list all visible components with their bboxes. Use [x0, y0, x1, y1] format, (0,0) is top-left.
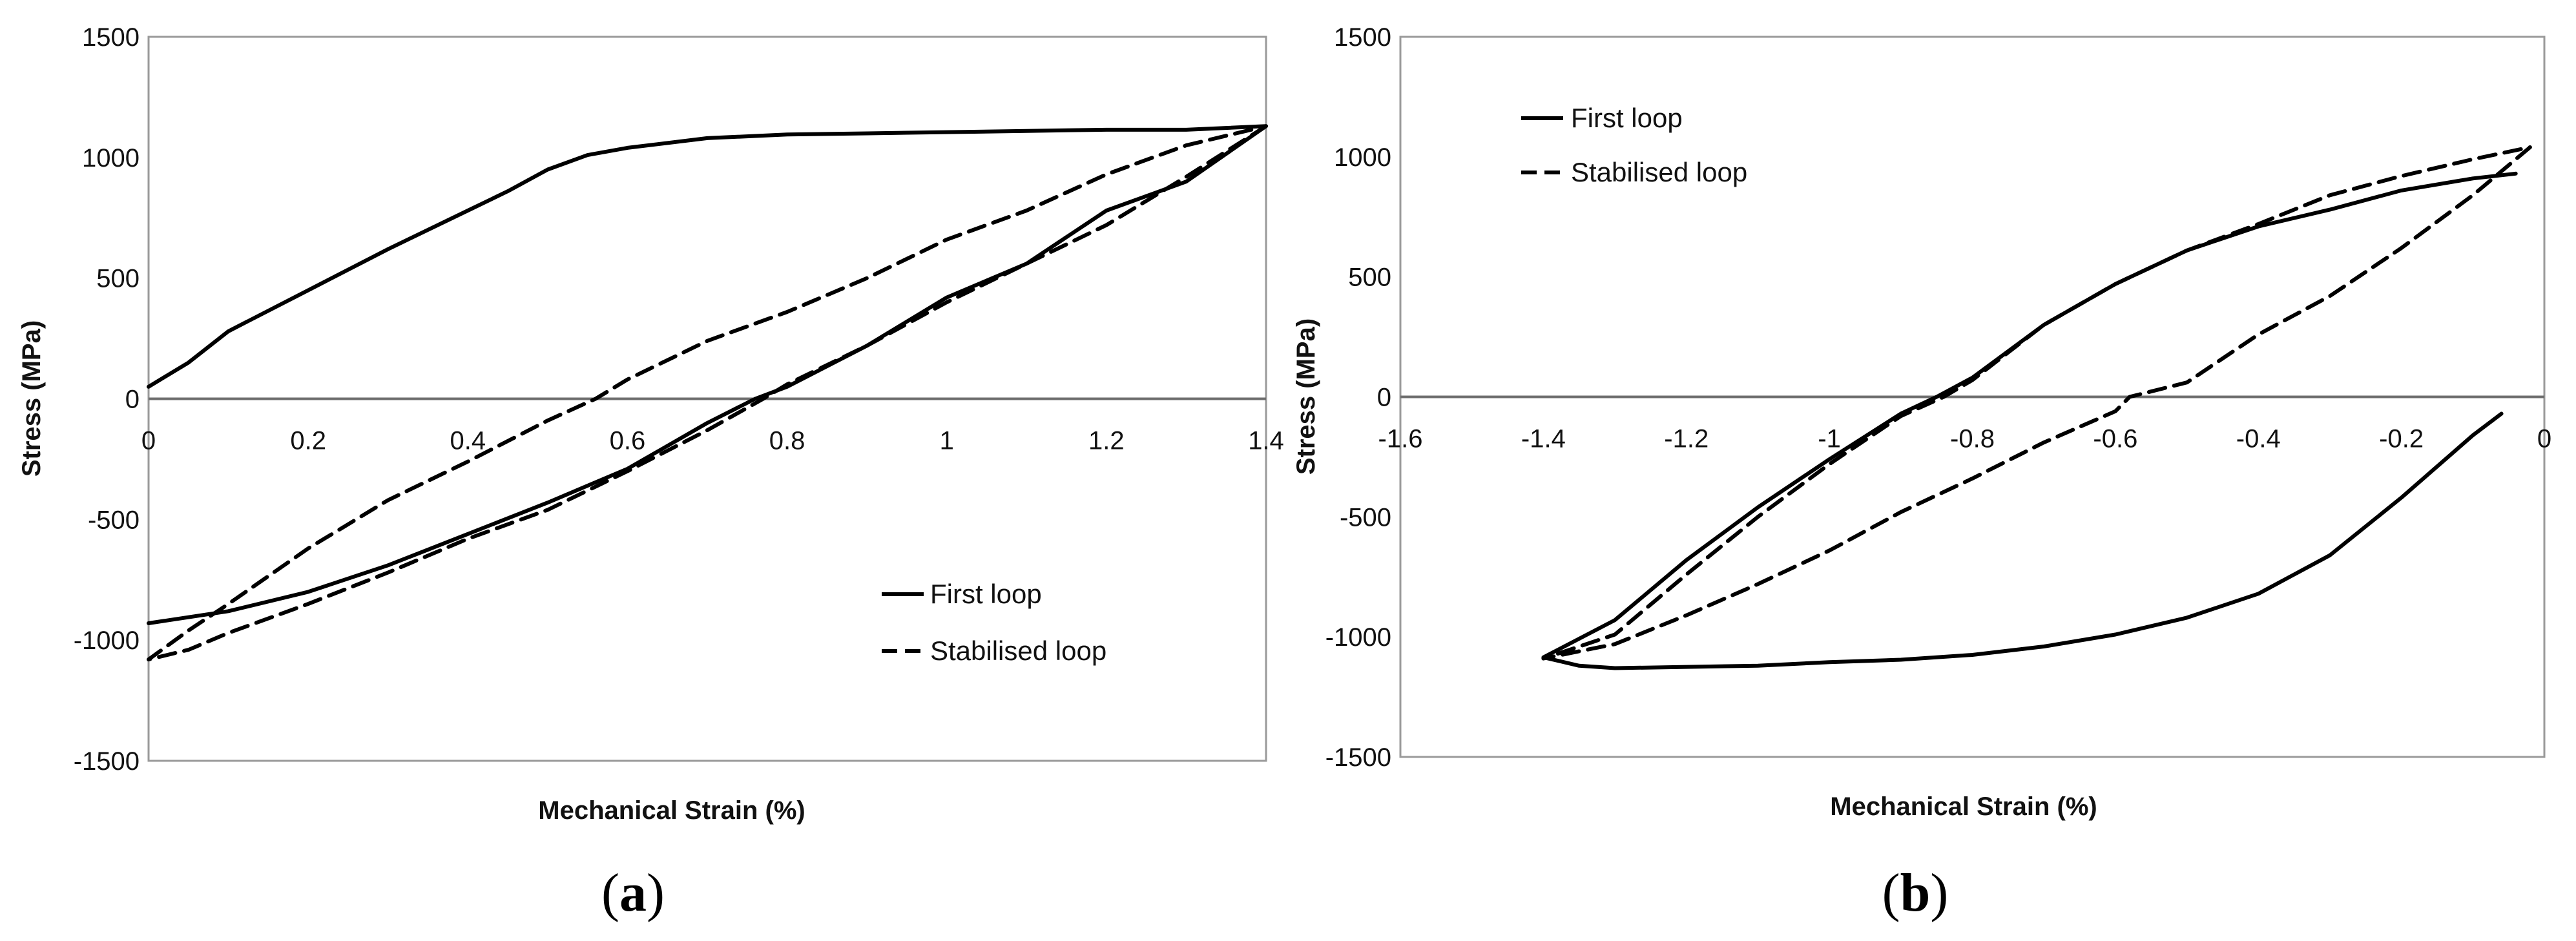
- series-group-b: [1541, 145, 2532, 670]
- x-tick-labels-a: 0 0.2 0.4 0.6 0.8 1 1.2 1.4: [141, 427, 1284, 455]
- y-tick-labels-b: -1500 -1000 -500 0 500 1000 1500: [1325, 23, 1391, 772]
- legend-label-first-loop-a: First loop: [930, 579, 1042, 609]
- y-tick-label: 1000: [1334, 143, 1391, 172]
- panel-label-a-letter: a: [619, 863, 647, 923]
- y-tick-label: 500: [96, 265, 140, 293]
- x-axis-title-b: Mechanical Strain (%): [1830, 792, 2097, 821]
- x-tick-label: -1.6: [1378, 425, 1423, 453]
- y-tick-label: 1000: [82, 144, 140, 172]
- y-tick-label: 500: [1348, 264, 1391, 292]
- y-tick-label: -1500: [74, 747, 140, 776]
- legend-a: First loop Stabilised loop: [882, 579, 1106, 666]
- x-tick-labels-b: -1.6 -1.4 -1.2 -1 -0.8 -0.6 -0.4 -0.2 0: [1378, 425, 2552, 453]
- x-tick-label: 0.2: [290, 427, 326, 455]
- y-tick-label: 1500: [1334, 23, 1391, 52]
- series-line-first-loop: [1541, 171, 2518, 670]
- series-line-first-loop: [147, 124, 1268, 625]
- x-tick-label: -0.6: [2093, 425, 2137, 453]
- y-tick-label: 1500: [82, 23, 140, 52]
- x-tick-label: 1.4: [1248, 427, 1284, 455]
- x-tick-label: 0.4: [450, 427, 486, 455]
- series-line-stabilised-loop: [1541, 145, 2532, 661]
- x-tick-label: 0.6: [610, 427, 646, 455]
- y-tick-label: -1500: [1325, 743, 1391, 772]
- panel-label-b-close: ): [1930, 863, 1948, 923]
- chart-panel-a: -1500 -1000 -500 0 500 1000 1500 0 0.2 0.4 0.6 0.8…: [17, 23, 1284, 923]
- legend-label-stabilised-loop-b: Stabilised loop: [1571, 157, 1747, 187]
- y-tick-label: -1000: [1325, 623, 1391, 652]
- x-tick-label: -0.2: [2379, 425, 2424, 453]
- panel-label-b: (b): [1882, 863, 1949, 923]
- x-tick-label: 0: [141, 427, 156, 455]
- panel-label-a-open: (: [601, 863, 619, 923]
- y-tick-labels-a: -1500 -1000 -500 0 500 1000 1500: [74, 23, 140, 776]
- x-axis-title-a: Mechanical Strain (%): [538, 796, 805, 825]
- y-tick-label: -1000: [74, 626, 140, 655]
- y-tick-label: 0: [125, 386, 140, 414]
- x-tick-label: -0.4: [2236, 425, 2281, 453]
- y-axis-title-a: Stress (MPa): [17, 320, 46, 477]
- x-tick-label: 0: [2537, 425, 2551, 453]
- panel-label-b-letter: b: [1900, 863, 1931, 923]
- x-tick-label: 1.2: [1088, 427, 1125, 455]
- panel-label-a: (a): [601, 863, 665, 923]
- x-tick-label: -0.8: [1950, 425, 1995, 453]
- x-tick-label: 0.8: [769, 427, 805, 455]
- x-tick-label: -1.2: [1664, 425, 1709, 453]
- series-group-a: [147, 124, 1268, 662]
- y-tick-label: -500: [88, 506, 140, 534]
- legend-label-first-loop-b: First loop: [1571, 103, 1683, 133]
- y-tick-label: -500: [1340, 503, 1391, 532]
- legend-label-stabilised-loop-a: Stabilised loop: [930, 636, 1106, 666]
- legend-b: First loop Stabilised loop: [1521, 103, 1747, 187]
- y-axis-title-b: Stress (MPa): [1292, 318, 1320, 475]
- series-line-stabilised-loop: [147, 124, 1268, 662]
- y-tick-label: 0: [1377, 384, 1391, 412]
- x-tick-label: 1: [940, 427, 954, 455]
- x-tick-label: -1.4: [1521, 425, 1566, 453]
- panel-label-a-close: ): [647, 863, 665, 923]
- x-tick-label: -1: [1818, 425, 1841, 453]
- panel-label-b-open: (: [1882, 863, 1900, 923]
